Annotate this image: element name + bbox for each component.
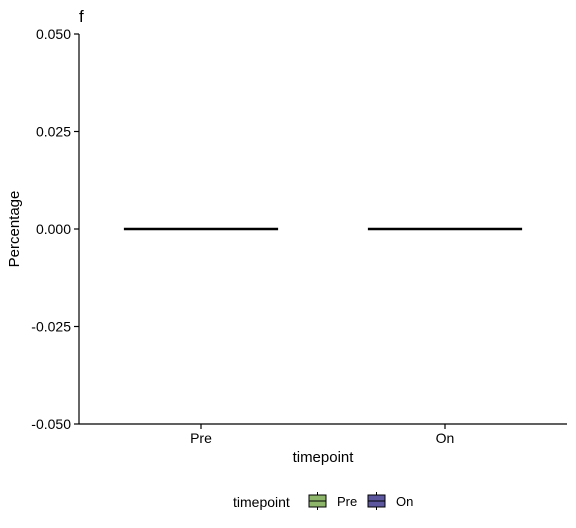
y-tick-label: 0.025 bbox=[36, 124, 71, 140]
x-tick-label: Pre bbox=[190, 430, 212, 446]
panel-tag: f bbox=[79, 7, 84, 26]
legend-item: On bbox=[367, 492, 413, 510]
legend-label: Pre bbox=[337, 494, 357, 509]
legend-label: On bbox=[396, 494, 413, 509]
y-tick-label: -0.025 bbox=[31, 319, 71, 335]
legend-item: Pre bbox=[308, 492, 357, 510]
x-tick-label: On bbox=[436, 430, 455, 446]
legend-title: timepoint bbox=[233, 494, 290, 510]
x-ticks: Pre On bbox=[190, 424, 454, 446]
x-axis-title: timepoint bbox=[293, 449, 355, 466]
y-axis-title: Percentage bbox=[6, 191, 23, 268]
legend-items: Pre On bbox=[308, 492, 413, 510]
legend: timepoint Pre On bbox=[233, 492, 413, 510]
y-ticks: -0.050 -0.025 0.000 0.025 0.050 bbox=[31, 26, 79, 432]
y-tick-label: 0.000 bbox=[36, 221, 71, 237]
y-tick-label: -0.050 bbox=[31, 416, 71, 432]
plot-area: -0.050 -0.025 0.000 0.025 0.050 Pre On bbox=[31, 26, 567, 446]
y-tick-label: 0.050 bbox=[36, 26, 71, 42]
